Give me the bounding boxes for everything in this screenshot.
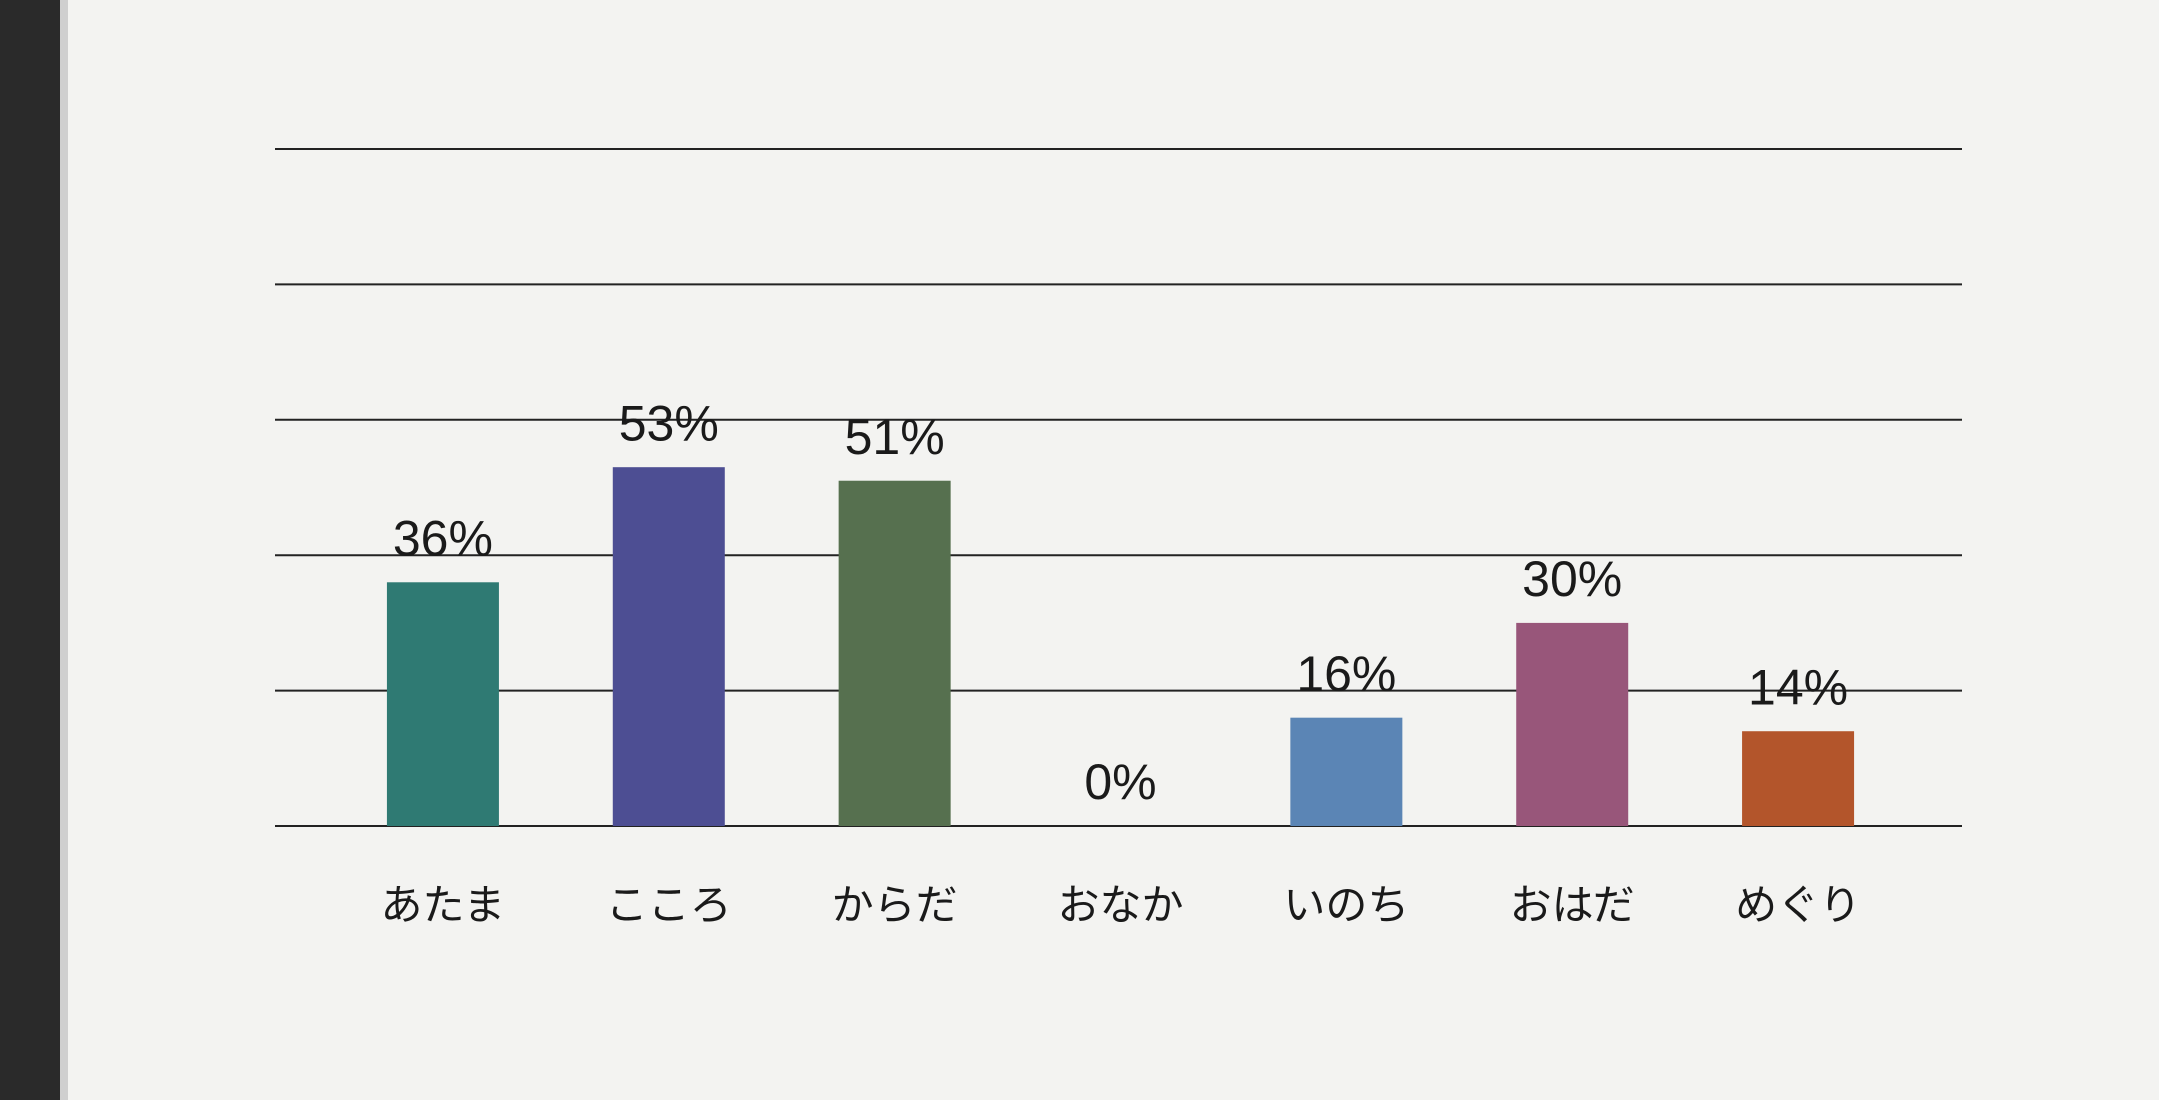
- bar: [1290, 717, 1403, 826]
- bar: [612, 467, 725, 826]
- value-label: 36%: [393, 510, 493, 566]
- value-label: 53%: [619, 395, 719, 451]
- value-label: 16%: [1296, 646, 1396, 702]
- page-edge-shadow: [60, 0, 68, 1100]
- x-tick-label: あたま: [381, 881, 506, 930]
- x-tick-label: めぐり: [1735, 881, 1861, 930]
- x-tick-label: こころ: [606, 881, 732, 930]
- bar: [1516, 622, 1629, 826]
- bar: [838, 480, 951, 826]
- value-label: 0%: [1084, 754, 1156, 810]
- x-tick-label: おはだ: [1510, 881, 1635, 930]
- bar: [386, 582, 499, 826]
- x-tick-label: いのち: [1283, 881, 1409, 930]
- x-tick-label: からだ: [832, 881, 958, 930]
- page-edge: [0, 0, 60, 1100]
- bar: [1742, 731, 1855, 826]
- x-tick-label: おなか: [1057, 881, 1183, 930]
- value-label: 51%: [845, 409, 945, 465]
- value-label: 14%: [1748, 659, 1848, 715]
- value-label: 30%: [1522, 551, 1622, 607]
